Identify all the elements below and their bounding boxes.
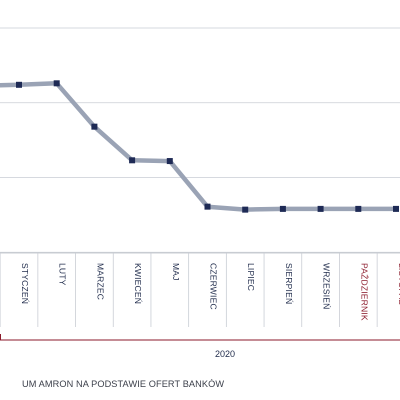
category-label: LISTOPAD [397,263,400,306]
data-point [355,205,362,212]
category-label: LIPIEC [246,263,256,291]
source-note: UM AMRON NA PODSTAWIE OFERT BANKÓW [0,379,400,395]
data-point [16,81,22,88]
data-point [279,205,286,212]
data-point [317,205,324,212]
category-label: LUTY [58,263,68,286]
year-label: 2020 [215,349,235,359]
data-point [242,206,249,213]
gridlines [0,27,400,253]
category-label: WRZESIEŃ [322,263,332,309]
source-text: UM AMRON NA PODSTAWIE OFERT BANKÓW [22,379,225,389]
category-label: MAJ [171,263,181,281]
data-markers [16,80,399,213]
data-point [53,80,60,87]
series-line [0,81,396,212]
category-label: CZERWIEC [209,263,219,310]
data-point [393,205,399,212]
category-label: PAŹDZIERNIK [359,263,369,321]
data-point [91,123,98,130]
category-label: STYCZEŃ [20,263,30,304]
category-label: MARZEC [95,263,105,300]
category-label: KWIECEŃ [133,263,143,304]
category-label: SIERPIEŃ [284,263,294,304]
year-bracket [0,334,400,341]
category-axis [0,252,400,327]
category-labels: STYCZEŃ LUTY MARZEC KWIECEŃ MAJ CZERWIEC LIPIE… [20,263,400,321]
data-point [204,203,211,210]
data-point [129,157,136,164]
data-point [166,158,173,165]
